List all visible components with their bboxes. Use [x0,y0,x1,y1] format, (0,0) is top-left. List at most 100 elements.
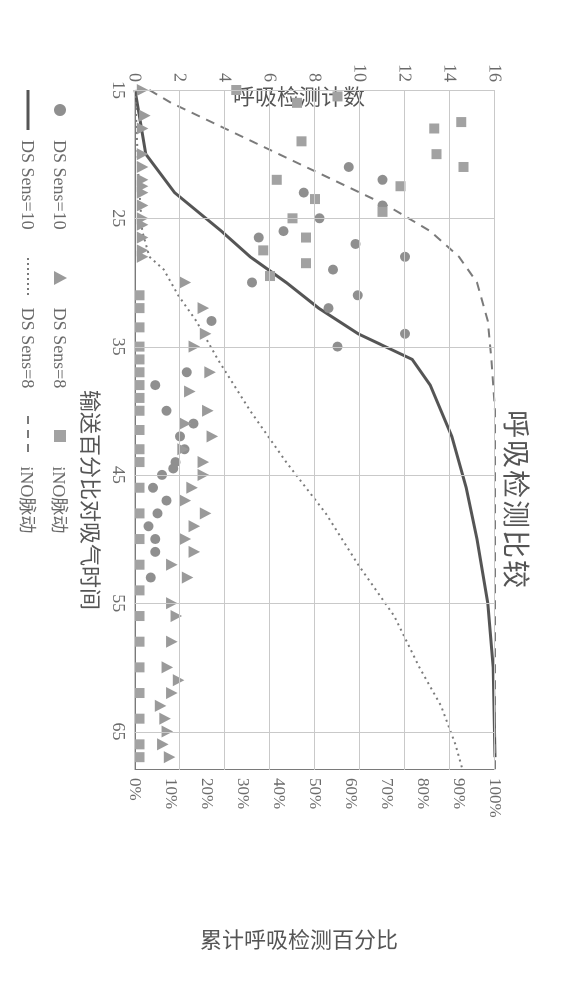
point-circle [153,508,163,518]
point-triangle [180,276,192,288]
solid-line-icon [19,90,37,130]
point-square [258,245,268,255]
point-circle [247,277,257,287]
legend-item-dotted-line: DS Sens=8 [18,258,39,389]
chart-rotated-frame: 呼吸检测比较 呼吸检测计数 累计呼吸检测百分比 02468101214160%1… [0,0,563,1000]
grid-h [359,90,360,770]
x-axis-label: 输送百分比对吸气时间 [75,0,107,1000]
legend-label: iNO脉动 [47,466,73,533]
y-right-tick: 90% [449,778,469,809]
y-left-tick: 2 [170,73,191,82]
point-square [135,508,145,518]
point-square [135,380,145,390]
legend-label: iNO脉动 [15,466,41,533]
legend-label: DS Sens=10 [18,140,39,230]
point-triangle [184,385,196,397]
point-triangle [159,713,171,725]
point-square [135,688,145,698]
point-square [135,560,145,570]
legend-row-lines: DS Sens=10 DS Sens=8 iNO脉动 [15,90,41,870]
point-circle [207,316,217,326]
point-square [135,303,145,313]
point-triangle [162,661,174,673]
point-circle [175,431,185,441]
dotted-line-icon [19,258,37,298]
legend-item-circle: DS Sens=10 [50,90,71,230]
x-tick: 35 [108,338,129,356]
point-triangle [155,700,167,712]
point-triangle [137,161,149,173]
point-circle [150,547,160,557]
point-square [310,194,320,204]
point-square [292,98,302,108]
point-triangle [186,482,198,494]
point-square [135,367,145,377]
grid-h [449,90,450,770]
grid-h [314,90,315,770]
point-square [135,406,145,416]
y-right-tick: 50% [305,778,325,809]
point-triangle [189,520,201,532]
point-triangle [204,366,216,378]
point-circle [378,175,388,185]
point-triangle [180,495,192,507]
point-triangle [189,546,201,558]
y-left-tick: 4 [215,73,236,82]
point-circle [150,534,160,544]
legend: DS Sens=10 DS Sens=8 iNO脉动 DS Sens=10 [9,90,73,870]
y-right-tick: 20% [197,778,217,809]
y-right-tick: 10% [161,778,181,809]
point-circle [400,329,410,339]
legend-item-triangle: DS Sens=8 [50,258,71,389]
point-square [135,290,145,300]
point-circle [150,380,160,390]
point-circle [344,162,354,172]
grid-v [135,218,495,219]
point-square [135,457,145,467]
grid-h [224,90,225,770]
y-right-tick: 80% [413,778,433,809]
point-circle [168,463,178,473]
y-right-tick: 60% [341,778,361,809]
point-square [135,739,145,749]
point-square [135,637,145,647]
point-square [272,175,282,185]
point-square [265,271,275,281]
y-right-tick: 30% [233,778,253,809]
grid-v [135,347,495,348]
legend-label: DS Sens=8 [50,308,71,389]
y-left-tick: 14 [440,64,461,82]
dashed-line-icon [19,416,37,456]
point-triangle [202,405,214,417]
point-square [459,162,469,172]
point-circle [328,265,338,275]
point-triangle [166,636,178,648]
point-circle [353,290,363,300]
y-left-tick: 8 [305,73,326,82]
point-triangle [180,533,192,545]
point-triangle [166,687,178,699]
point-triangle [198,456,210,468]
point-circle [144,521,154,531]
grid-h [269,90,270,770]
grid-h [404,90,405,770]
x-tick: 25 [108,209,129,227]
point-triangle [198,302,210,314]
point-square [135,611,145,621]
circle-icon [51,90,69,130]
plot-area: 02468101214160%10%20%30%40%50%60%70%80%9… [135,90,495,770]
point-circle [400,252,410,262]
point-square [333,91,343,101]
triangle-icon [51,258,69,298]
point-triangle [164,751,176,763]
chart-title: 呼吸检测比较 [497,0,537,1000]
point-square [135,585,145,595]
point-square [456,117,466,127]
point-triangle [180,418,192,430]
point-triangle [200,328,212,340]
point-circle [279,226,289,236]
point-circle [148,483,158,493]
point-square [301,258,311,268]
point-triangle [166,559,178,571]
point-circle [162,496,172,506]
